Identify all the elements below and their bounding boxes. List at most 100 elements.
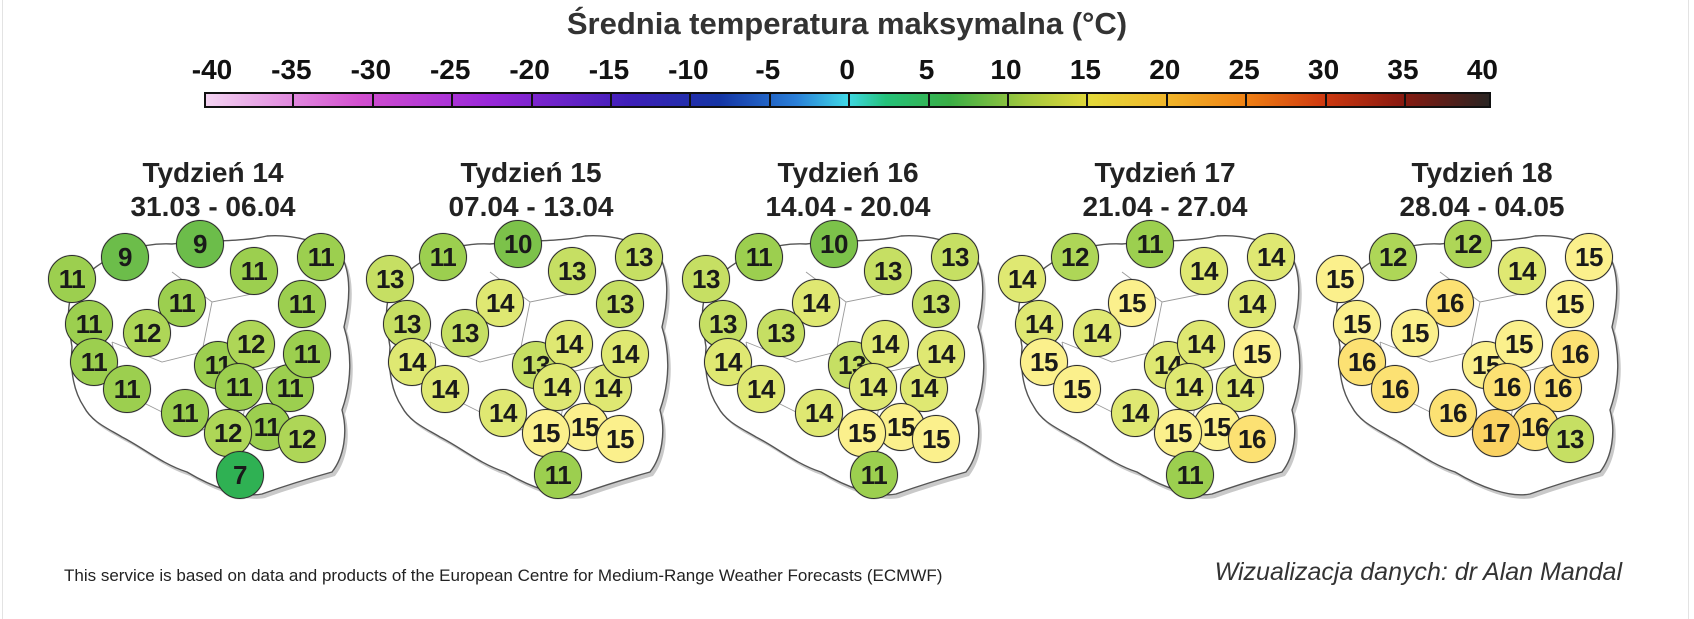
station-temperature: 14 [998, 255, 1046, 303]
station-temperature: 11 [266, 364, 314, 412]
week-heading: Tydzień 14 31.03 - 06.04 [83, 156, 343, 224]
station-temperature: 11 [230, 247, 278, 295]
colorbar-tick [1007, 92, 1009, 108]
station-temperature: 12 [1444, 220, 1492, 268]
colorbar-tick-label: -5 [755, 54, 781, 85]
station-temperature: 16 [1228, 415, 1276, 463]
colorbar-tick [927, 92, 930, 108]
station-temperature: 14 [1165, 363, 1213, 411]
colorbar-tick-label: 40 [1466, 54, 1498, 85]
station-temperature: 11 [1126, 220, 1174, 268]
colorbar-tick [292, 92, 295, 108]
colorbar-tick-label: 35 [1387, 54, 1419, 85]
station-temperature: 12 [227, 320, 275, 368]
week-dates: 21.04 - 27.04 [1082, 191, 1248, 222]
station-temperature: 12 [1369, 233, 1417, 281]
station-temperature: 11 [1166, 451, 1214, 499]
left-border [2, 0, 3, 619]
week-name: Tydzień 18 [1411, 157, 1553, 188]
week-heading: Tydzień 18 28.04 - 04.05 [1352, 156, 1612, 224]
station-temperature: 13 [615, 233, 663, 281]
week-name: Tydzień 14 [142, 157, 284, 188]
colorbar-labels: -40 -35 -30 -25 -20 -15 -10 -5 0 5 10 15 20 25 30 35 40 [0, 54, 1694, 90]
station-temperature: 11 [278, 280, 326, 328]
colorbar-tick [768, 92, 771, 108]
station-temperature: 15 [1154, 409, 1202, 457]
colorbar-tick-label: -15 [588, 54, 630, 85]
colorbar-tick-label: -30 [350, 54, 392, 85]
colorbar-tick-label: 25 [1228, 54, 1260, 85]
colorbar-tick-label: -25 [429, 54, 471, 85]
station-temperature: 11 [103, 365, 151, 413]
station-temperature: 13 [931, 233, 979, 281]
station-temperature: 14 [479, 389, 527, 437]
colorbar-tick [848, 92, 851, 108]
week-name: Tydzień 16 [777, 157, 919, 188]
station-temperature: 11 [850, 451, 898, 499]
station-temperature: 14 [421, 365, 469, 413]
colorbar-tick-label: -40 [191, 54, 233, 85]
station-temperature: 15 [596, 415, 644, 463]
colorbar-tick-label: -20 [509, 54, 550, 85]
station-temperature: 10 [810, 220, 858, 268]
week-name: Tydzień 17 [1094, 157, 1236, 188]
station-temperature: 13 [548, 247, 596, 295]
poland-map: 12 11 14 14 14 15 14 14 14 15 14 14 15 14 14 14 15 15 15 16… [998, 220, 1322, 542]
data-source-note: This service is based on data and produc… [64, 566, 943, 585]
station-temperature: 14 [849, 363, 897, 411]
station-temperature: 14 [533, 363, 581, 411]
station-temperature: 12 [278, 415, 326, 463]
station-temperature: 15 [1565, 233, 1613, 281]
station-temperature: 14 [861, 320, 909, 368]
station-temperature: 15 [1391, 309, 1439, 357]
colorbar-tick [1404, 92, 1406, 108]
station-temperature: 15 [912, 415, 960, 463]
station-temperature: 13 [441, 309, 489, 357]
station-temperature: 11 [48, 255, 96, 303]
station-temperature: 14 [1180, 247, 1228, 295]
station-temperature: 13 [366, 255, 414, 303]
poland-map: 12 12 15 14 15 16 15 15 15 16 15 15 16 16 16 16 16 16 17 13 [1316, 220, 1640, 542]
station-temperature: 12 [1051, 233, 1099, 281]
station-temperature: 15 [1053, 365, 1101, 413]
colorbar-tick [1324, 92, 1327, 108]
colorbar-tick-label: 15 [1069, 54, 1101, 85]
station-temperature: 15 [1546, 280, 1594, 328]
station-temperature: 16 [1426, 279, 1474, 327]
chart-title: Średnia temperatura maksymalna (°C) [566, 6, 1128, 41]
station-temperature: 16 [1483, 363, 1531, 411]
station-temperature: 12 [204, 409, 252, 457]
right-border [1688, 0, 1689, 619]
station-temperature: 14 [737, 365, 785, 413]
station-temperature: 14 [917, 330, 965, 378]
colorbar-tick-label: 30 [1308, 54, 1340, 85]
station-temperature: 15 [1495, 320, 1543, 368]
colorbar-tick [1165, 92, 1168, 108]
station-temperature: 14 [584, 364, 632, 412]
station-temperature: 11 [158, 279, 206, 327]
colorbar-tick-label: 0 [839, 54, 855, 85]
station-temperature: 11 [283, 330, 331, 378]
station-temperature: 14 [545, 320, 593, 368]
visualization-credit: Wizualizacja danych: dr Alan Mandal [1214, 558, 1622, 586]
station-temperature: 15 [1233, 330, 1281, 378]
colorbar-tick-label: 20 [1149, 54, 1181, 85]
station-temperature: 11 [735, 233, 783, 281]
colorbar-tick [1086, 92, 1089, 108]
week-heading: Tydzień 15 07.04 - 13.04 [401, 156, 661, 224]
poland-map: 9 9 11 11 11 11 11 12 11 11 11 12 11 11 11 11 11 11 12 12 7 [48, 220, 372, 542]
station-temperature: 14 [795, 389, 843, 437]
station-temperature: 13 [864, 247, 912, 295]
station-temperature: 13 [912, 280, 960, 328]
week-dates: 07.04 - 13.04 [448, 191, 614, 222]
station-temperature: 9 [176, 220, 224, 268]
station-temperature: 14 [601, 330, 649, 378]
station-temperature: 14 [1177, 320, 1225, 368]
station-temperature: 15 [838, 409, 886, 457]
colorbar-tick [530, 92, 533, 108]
station-temperature: 7 [216, 451, 264, 499]
station-temperature: 16 [1551, 330, 1599, 378]
week-heading: Tydzień 17 21.04 - 27.04 [1035, 156, 1295, 224]
station-temperature: 14 [1247, 233, 1295, 281]
station-temperature: 14 [1498, 247, 1546, 295]
